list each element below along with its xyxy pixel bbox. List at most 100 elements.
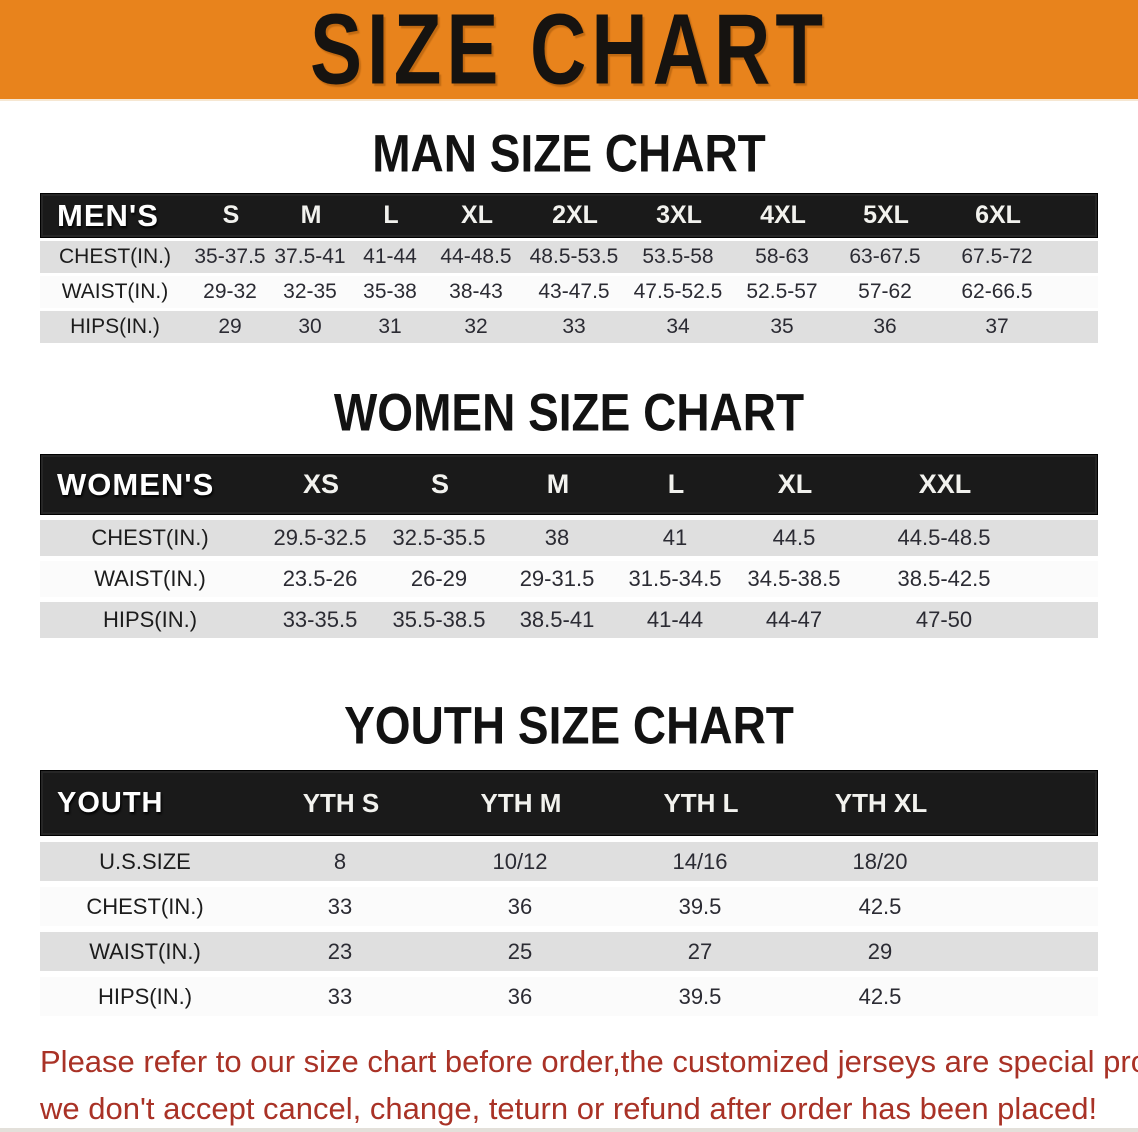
- youth-col-s: YTH S: [302, 787, 380, 818]
- row-label: WAIST(IN.): [61, 280, 169, 303]
- value-cell: 43-47.5: [538, 280, 610, 303]
- value-cell: 58-63: [755, 245, 809, 268]
- youth-ussize-row: U.S.SIZE 8 10/12 14/16 18/20: [40, 842, 1098, 881]
- value-cell: 34: [666, 315, 690, 338]
- value-cell: 35-37.5: [194, 245, 266, 268]
- women-waist-row: WAIST(IN.) 23.5-26 26-29 29-31.5 31.5-34…: [40, 561, 1098, 597]
- value-cell: 26-29: [410, 566, 468, 591]
- value-cell: 57-62: [858, 280, 912, 303]
- row-label: HIPS(IN.): [97, 983, 193, 1009]
- value-cell: 48.5-53.5: [529, 245, 619, 268]
- value-cell: 23: [327, 938, 353, 964]
- value-cell: 42.5: [858, 893, 902, 919]
- men-hips-row: HIPS(IN.) 29 30 31 32 33 34 35 36 37: [40, 311, 1098, 343]
- value-cell: 10/12: [492, 848, 548, 874]
- value-cell: 38.5-41: [519, 607, 595, 632]
- value-cell: 33: [327, 983, 353, 1009]
- men-header-label: MEN'S: [57, 197, 159, 233]
- value-cell: 67.5-72: [961, 245, 1033, 268]
- men-size-table: MEN'S S M L XL 2XL 3XL 4XL 5XL 6XL CHEST…: [40, 193, 1098, 343]
- women-chest-row: CHEST(IN.) 29.5-32.5 32.5-35.5 38 41 44.…: [40, 520, 1098, 556]
- value-cell: 29: [867, 938, 893, 964]
- row-label: U.S.SIZE: [99, 848, 191, 874]
- row-label: WAIST(IN.): [89, 938, 201, 964]
- youth-waist-row: WAIST(IN.) 23 25 27 29: [40, 932, 1098, 971]
- value-cell: 23.5-26: [282, 566, 358, 591]
- men-col-m: M: [300, 201, 322, 229]
- value-cell: 37.5-41: [274, 245, 346, 268]
- value-cell: 32-35: [283, 280, 337, 303]
- women-col-xl: XL: [777, 469, 813, 499]
- men-col-4xl: 4XL: [760, 201, 806, 229]
- bottom-edge-divider: [0, 1128, 1138, 1132]
- value-cell: 29: [218, 315, 242, 338]
- value-cell: 27: [687, 938, 713, 964]
- youth-section-title: YOUTH SIZE CHART: [0, 696, 1138, 754]
- women-col-m: M: [546, 469, 570, 499]
- value-cell: 25: [507, 938, 533, 964]
- men-col-6xl: 6XL: [975, 201, 1021, 229]
- value-cell: 32: [464, 315, 488, 338]
- women-col-xxl: XXL: [918, 469, 972, 499]
- youth-col-l: YTH L: [663, 787, 739, 818]
- value-cell: 38: [544, 525, 570, 550]
- men-chest-row: CHEST(IN.) 35-37.5 37.5-41 41-44 44-48.5…: [40, 241, 1098, 273]
- women-section-title: WOMEN SIZE CHART: [0, 383, 1138, 441]
- men-col-5xl: 5XL: [863, 201, 909, 229]
- value-cell: 35.5-38.5: [392, 607, 486, 632]
- women-section-title-text: WOMEN SIZE CHART: [333, 382, 805, 442]
- women-header-label: WOMEN'S: [57, 466, 215, 502]
- row-label: HIPS(IN.): [102, 607, 198, 632]
- youth-header-label: YOUTH: [57, 786, 164, 819]
- value-cell: 44.5: [772, 525, 816, 550]
- value-cell: 33: [327, 893, 353, 919]
- value-cell: 36: [507, 983, 533, 1009]
- value-cell: 38-43: [449, 280, 503, 303]
- disclaimer-line-2: we don't accept cancel, change, teturn o…: [40, 1091, 1098, 1126]
- value-cell: 31.5-34.5: [628, 566, 722, 591]
- disclaimer-text: Please refer to our size chart before or…: [40, 1038, 1138, 1132]
- row-label: WAIST(IN.): [94, 566, 206, 591]
- value-cell: 29-32: [203, 280, 257, 303]
- value-cell: 41-44: [646, 607, 704, 632]
- value-cell: 39.5: [678, 893, 722, 919]
- value-cell: 35-38: [363, 280, 417, 303]
- value-cell: 37: [985, 315, 1009, 338]
- value-cell: 44-47: [765, 607, 823, 632]
- size-chart-banner: SIZE CHART: [0, 0, 1138, 105]
- value-cell: 41-44: [363, 245, 417, 268]
- value-cell: 31: [378, 315, 402, 338]
- youth-chest-row: CHEST(IN.) 33 36 39.5 42.5: [40, 887, 1098, 926]
- men-col-s: S: [222, 201, 240, 229]
- women-col-l: L: [667, 469, 685, 499]
- value-cell: 32.5-35.5: [392, 525, 486, 550]
- youth-hips-row: HIPS(IN.) 33 36 39.5 42.5: [40, 977, 1098, 1016]
- youth-col-xl: YTH XL: [834, 787, 928, 818]
- value-cell: 52.5-57: [746, 280, 818, 303]
- youth-size-table: YOUTH YTH S YTH M YTH L YTH XL U.S.SIZE …: [40, 770, 1098, 1016]
- men-section-title-text: MAN SIZE CHART: [372, 123, 766, 183]
- value-cell: 44-48.5: [440, 245, 512, 268]
- value-cell: 35: [770, 315, 794, 338]
- value-cell: 29.5-32.5: [273, 525, 367, 550]
- value-cell: 14/16: [672, 848, 728, 874]
- women-size-table: WOMEN'S XS S M L XL XXL CHEST(IN.) 29.5-…: [40, 454, 1098, 638]
- value-cell: 33: [562, 315, 586, 338]
- value-cell: 36: [507, 893, 533, 919]
- men-table-header-row: MEN'S S M L XL 2XL 3XL 4XL 5XL 6XL: [40, 193, 1098, 238]
- row-label: HIPS(IN.): [70, 315, 160, 338]
- value-cell: 33-35.5: [282, 607, 358, 632]
- value-cell: 62-66.5: [961, 280, 1033, 303]
- value-cell: 36: [873, 315, 897, 338]
- value-cell: 41: [662, 525, 688, 550]
- disclaimer-line-1: Please refer to our size chart before or…: [40, 1044, 1138, 1079]
- value-cell: 38.5-42.5: [897, 566, 991, 591]
- value-cell: 42.5: [858, 983, 902, 1009]
- women-hips-row: HIPS(IN.) 33-35.5 35.5-38.5 38.5-41 41-4…: [40, 602, 1098, 638]
- youth-table-header-row: YOUTH YTH S YTH M YTH L YTH XL: [40, 770, 1098, 836]
- value-cell: 44.5-48.5: [897, 525, 991, 550]
- youth-col-m: YTH M: [480, 787, 562, 818]
- value-cell: 47.5-52.5: [633, 280, 723, 303]
- banner-title: SIZE CHART: [310, 0, 828, 106]
- value-cell: 39.5: [678, 983, 722, 1009]
